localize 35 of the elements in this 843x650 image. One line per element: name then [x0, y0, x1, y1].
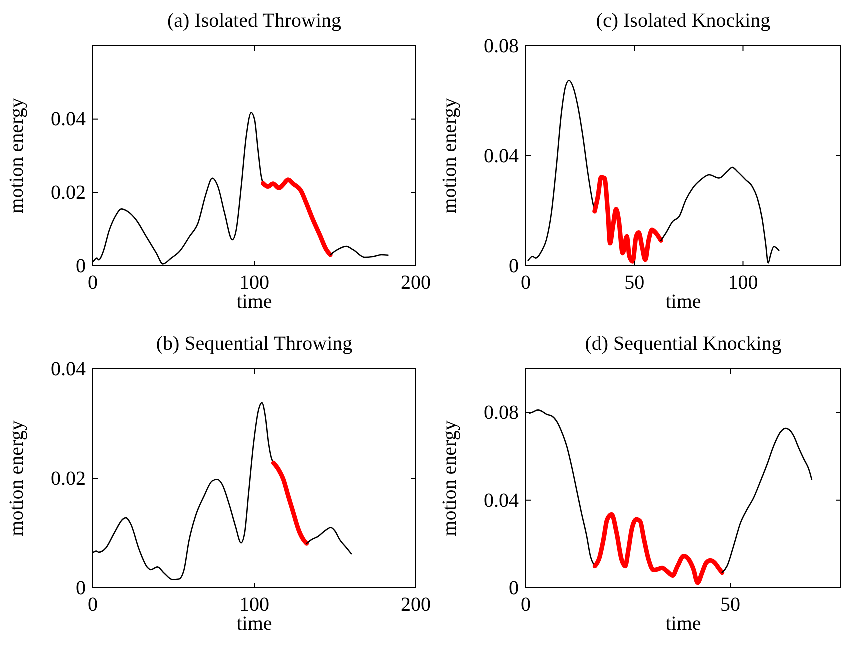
- y-axis-title: motion energy: [439, 98, 461, 214]
- line-series: [722, 428, 813, 574]
- x-tick-label: 50: [720, 594, 741, 616]
- line-series: [330, 246, 389, 258]
- line-series: [260, 178, 333, 258]
- chart-title: (d) Sequential Knocking: [585, 333, 782, 355]
- x-tick-label: 50: [624, 272, 645, 294]
- line-series: [592, 175, 664, 264]
- y-tick-label: 0.02: [51, 468, 86, 490]
- y-tick-label: 0.08: [484, 35, 519, 58]
- y-tick-label: 0.04: [484, 490, 519, 512]
- y-tick-label: 0: [509, 255, 519, 278]
- x-axis-title: time: [666, 613, 702, 635]
- chart-title: (b) Sequential Throwing: [156, 333, 353, 355]
- y-tick-label: 0.08: [484, 402, 519, 424]
- chart-title: (c) Isolated Knocking: [596, 10, 771, 32]
- y-tick-label: 0.04: [51, 358, 86, 380]
- y-tick-label: 0: [76, 577, 86, 600]
- chart-title: (a) Isolated Throwing: [167, 10, 342, 32]
- line-series: [271, 460, 310, 546]
- x-tick-label: 100: [728, 272, 758, 294]
- x-axis-title: time: [666, 291, 702, 313]
- line-series: [592, 512, 725, 586]
- x-tick-label: 200: [401, 272, 431, 294]
- line-series: [660, 166, 780, 264]
- y-axis-title: motion energy: [6, 420, 28, 536]
- y-tick-label: 0: [76, 255, 86, 278]
- y-tick-label: 0.04: [484, 145, 519, 168]
- y-axis-title: motion energy: [6, 98, 28, 214]
- y-tick-label: 0: [509, 577, 519, 600]
- y-axis-title: motion energy: [439, 420, 461, 536]
- y-tick-label: 0.04: [51, 108, 86, 131]
- x-tick-label: 200: [401, 594, 431, 616]
- line-series: [306, 527, 352, 555]
- y-tick-label: 0.02: [51, 182, 86, 204]
